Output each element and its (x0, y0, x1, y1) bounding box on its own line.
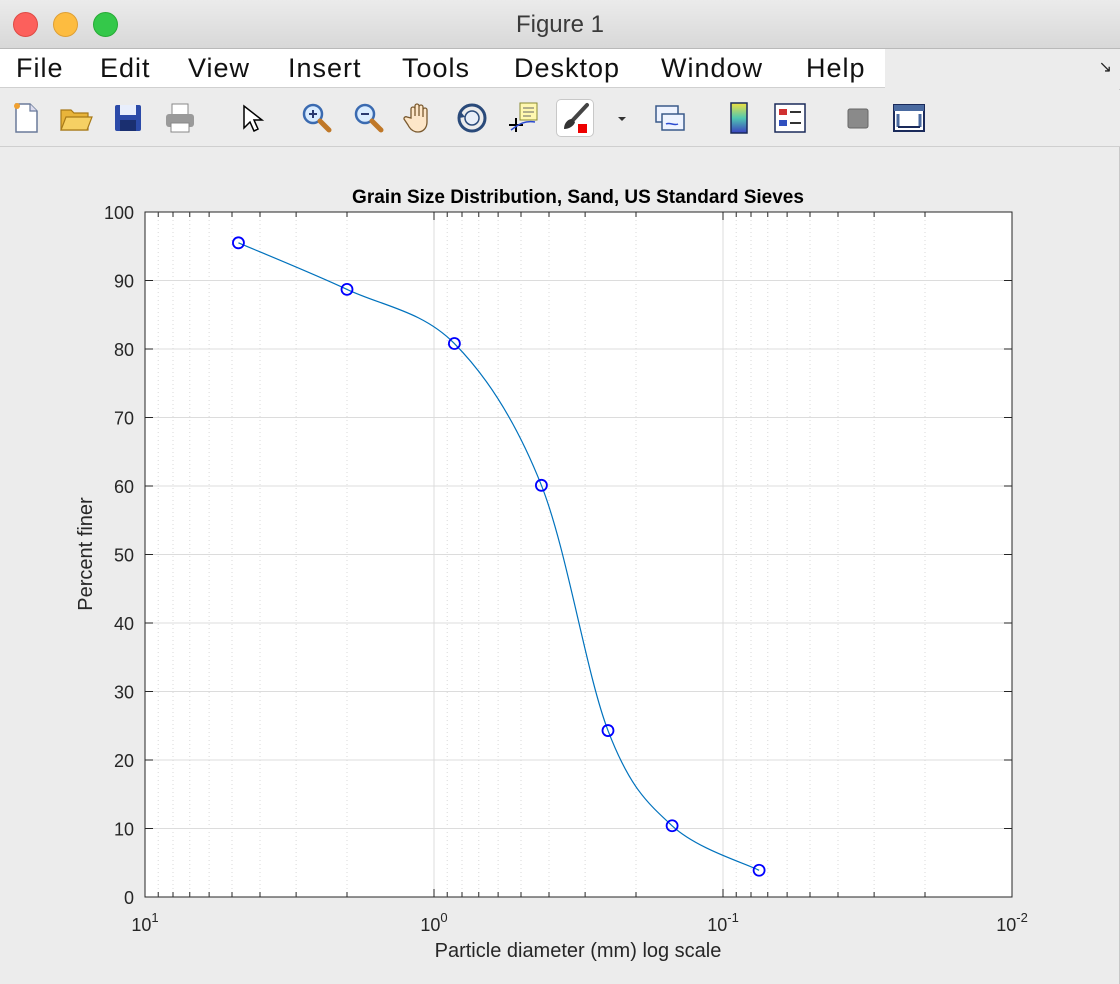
grain-size-chart: 0 10 20 30 40 50 60 70 80 90 100 101 100 10-1 10-2 Gr… (75, 187, 1028, 962)
y-tick-label: 40 (114, 614, 134, 634)
figure-canvas[interactable]: 0 10 20 30 40 50 60 70 80 90 100 101 100 10-1 10-2 Gr… (0, 147, 1120, 984)
window-title: Figure 1 (515, 11, 605, 38)
y-tick-label: 20 (114, 751, 134, 771)
close-window-button[interactable] (13, 12, 38, 37)
rotate-3d-icon[interactable] (454, 100, 490, 136)
menu-edit[interactable]: Edit (100, 53, 151, 83)
minimize-window-button[interactable] (53, 12, 78, 37)
menu-view[interactable]: View (188, 53, 251, 83)
brush-dropdown-icon[interactable] (604, 100, 626, 136)
menu-insert[interactable]: Insert (288, 53, 362, 83)
menu-strip: File Edit View Insert Tools Desktop Wind… (0, 49, 885, 88)
menu-bar: File Edit View Insert Tools Desktop Wind… (0, 49, 1120, 89)
edit-plot-icon[interactable] (234, 100, 270, 136)
x-tick-label: 100 (420, 910, 447, 935)
link-plot-icon[interactable] (652, 100, 688, 136)
y-tick-label: 50 (114, 546, 134, 566)
data-point-marker (534, 478, 548, 492)
menu-window[interactable]: Window (661, 53, 764, 83)
dock-figure-icon[interactable]: ↘ (1098, 59, 1112, 76)
x-axis-label: Particle diameter (mm) log scale (435, 940, 722, 962)
y-tick-label: 90 (114, 272, 134, 292)
menu-tools[interactable]: Tools (402, 53, 471, 83)
data-point-marker (340, 283, 354, 296)
data-point-marker (665, 819, 679, 833)
y-tick-label: 80 (114, 340, 134, 360)
y-tick-label: 100 (104, 203, 134, 223)
show-plot-tools-icon[interactable] (891, 100, 927, 136)
brush-icon[interactable] (557, 100, 593, 136)
title-bar[interactable]: Figure 1 (0, 0, 1120, 49)
y-tick-label: 70 (114, 409, 134, 429)
data-point-marker (601, 724, 615, 737)
menu-help[interactable]: Help (806, 53, 866, 83)
y-tick-label: 10 (114, 820, 134, 840)
chart-title: Grain Size Distribution, Sand, US Standa… (352, 187, 804, 208)
pan-icon[interactable] (402, 100, 438, 136)
menu-file[interactable]: File (16, 53, 64, 83)
zoom-out-icon[interactable] (350, 100, 386, 136)
insert-colorbar-icon[interactable] (721, 100, 757, 136)
data-point-marker (447, 337, 461, 350)
x-tick-label: 10-2 (996, 910, 1028, 935)
figure-toolbar (0, 90, 1120, 147)
hide-plot-tools-icon[interactable] (840, 100, 876, 136)
insert-legend-icon[interactable] (772, 100, 808, 136)
y-tick-label: 60 (114, 477, 134, 497)
print-icon[interactable] (162, 100, 198, 136)
y-tick-label: 0 (124, 888, 134, 908)
data-cursor-icon[interactable] (506, 100, 542, 136)
x-tick-label: 10-1 (707, 910, 739, 935)
x-tick-label: 101 (131, 910, 158, 935)
y-axis-label: Percent finer (75, 497, 97, 611)
data-point-marker (752, 863, 766, 877)
series-line-1 (238, 242, 760, 871)
zoom-in-icon[interactable] (298, 100, 334, 136)
save-icon[interactable] (110, 100, 146, 136)
y-tick-label: 30 (114, 683, 134, 703)
new-figure-icon[interactable] (8, 100, 44, 136)
data-point-marker (232, 236, 245, 250)
zoom-window-button[interactable] (93, 12, 118, 37)
menu-desktop[interactable]: Desktop (514, 53, 621, 83)
open-file-icon[interactable] (58, 100, 94, 136)
